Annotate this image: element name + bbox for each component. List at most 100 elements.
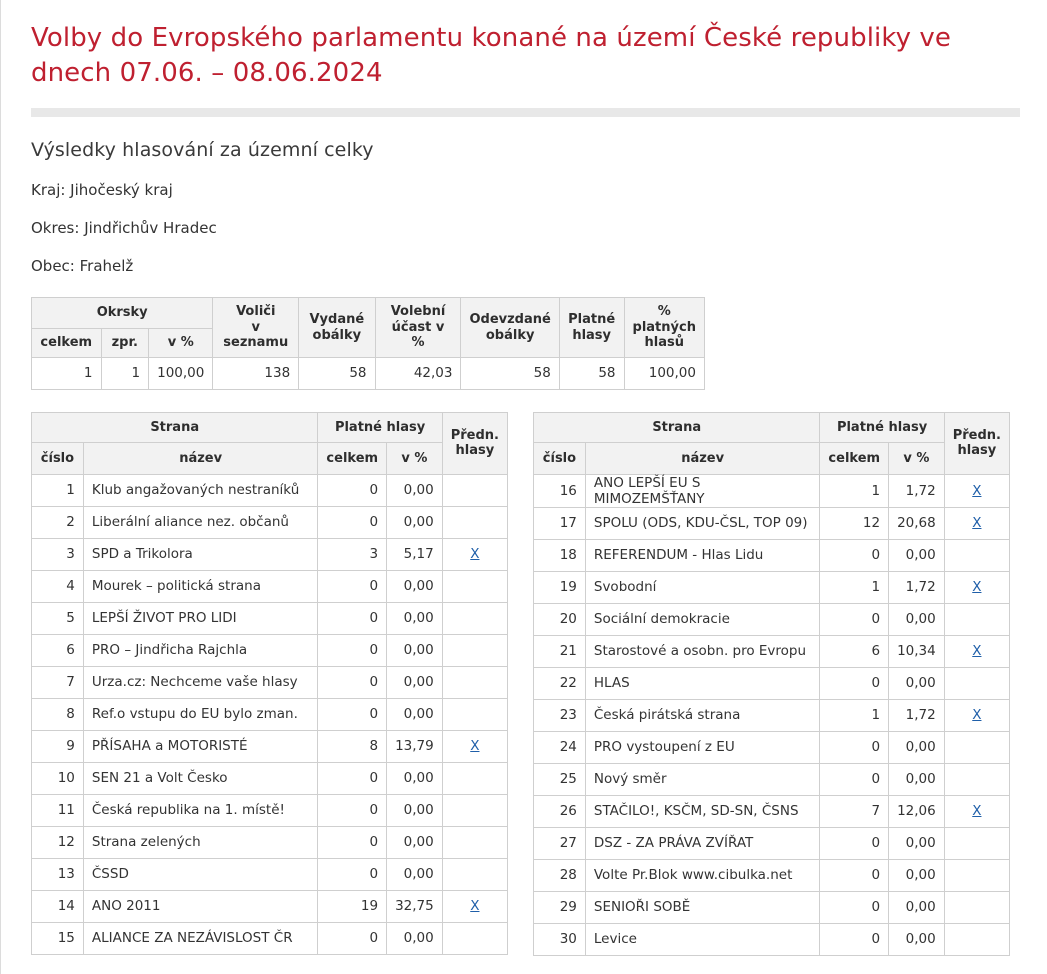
right-party-number: 27 bbox=[533, 826, 586, 860]
table-row: 19 Svobodní 1 1,72 X bbox=[533, 570, 1011, 604]
right-party-preferential-cell bbox=[943, 762, 1011, 796]
left-party-percent: 0,00 bbox=[386, 793, 443, 827]
summary-header-platne-hlasy: Platné hlasy bbox=[558, 297, 625, 358]
table-row: 26 STAČILO!, KSČM, SD-SN, ČSNS 7 12,06 X bbox=[533, 794, 1011, 828]
right-party-votes: 6 bbox=[819, 634, 890, 668]
party-results-table-left: Strana Platné hlasy Předn. hlasy číslo n… bbox=[30, 411, 509, 955]
preferential-votes-link[interactable]: X bbox=[972, 803, 982, 820]
left-party-votes: 19 bbox=[317, 889, 388, 923]
summary-okrsky-vpct: 100,00 bbox=[148, 356, 214, 390]
table-row: 10 SEN 21 a Volt Česko 0 0,00 bbox=[31, 761, 509, 795]
right-party-name: Nový směr bbox=[584, 762, 821, 796]
left-party-preferential-cell bbox=[441, 761, 509, 795]
summary-header-ucast-line2: účast v % bbox=[391, 319, 445, 351]
left-party-preferential-cell bbox=[441, 633, 509, 667]
right-party-percent: 0,00 bbox=[888, 922, 945, 956]
summary-header-volici: Voliči v seznamu bbox=[212, 297, 300, 358]
left-party-preferential-cell bbox=[441, 569, 509, 603]
party-tables-area: Strana Platné hlasy Předn. hlasy číslo n… bbox=[30, 390, 1027, 956]
left-party-preferential-cell bbox=[441, 793, 509, 827]
right-party-number: 23 bbox=[533, 698, 586, 732]
preferential-votes-link[interactable]: X bbox=[972, 482, 982, 499]
preferential-votes-link[interactable]: X bbox=[972, 515, 982, 532]
right-party-percent: 0,00 bbox=[888, 826, 945, 860]
preferential-votes-link[interactable]: X bbox=[470, 738, 480, 755]
left-header-cislo: číslo bbox=[31, 441, 84, 475]
table-row: 1 Klub angažovaných nestraníků 0 0,00 bbox=[31, 473, 509, 507]
left-party-number: 6 bbox=[31, 633, 84, 667]
preferential-votes-link[interactable]: X bbox=[972, 643, 982, 660]
left-party-percent: 0,00 bbox=[386, 697, 443, 731]
left-party-number: 8 bbox=[31, 697, 84, 731]
left-party-name: Urza.cz: Nechceme vaše hlasy bbox=[82, 665, 319, 699]
right-party-name: DSZ - ZA PRÁVA ZVÍŘAT bbox=[584, 826, 821, 860]
right-party-preferential-cell: X bbox=[943, 794, 1011, 828]
right-header-strana: Strana bbox=[532, 411, 821, 443]
preferential-votes-link[interactable]: X bbox=[972, 579, 982, 596]
left-party-name: ČSSD bbox=[82, 857, 319, 891]
left-party-percent: 0,00 bbox=[386, 601, 443, 635]
summary-header-platne-line1: Platné bbox=[568, 311, 616, 327]
table-row: 16 ANO LEPŠÍ EU S MIMOZEMŠŤANY 1 1,72 X bbox=[533, 473, 1011, 508]
right-party-number: 19 bbox=[533, 570, 586, 604]
left-party-name: LEPŠÍ ŽIVOT PRO LIDI bbox=[82, 601, 319, 635]
summary-odevzdane-obalky: 58 bbox=[460, 356, 560, 390]
preferential-votes-link[interactable]: X bbox=[470, 898, 480, 915]
left-party-number: 13 bbox=[31, 857, 84, 891]
right-party-name: PRO vystoupení z EU bbox=[584, 730, 821, 764]
summary-header-odevzdane-line1: Odevzdané bbox=[469, 311, 551, 327]
table-row: 2 Liberální aliance nez. občanů 0 0,00 bbox=[31, 505, 509, 539]
summary-header-odevzdane-line2: obálky bbox=[485, 327, 535, 343]
right-party-number: 17 bbox=[533, 506, 586, 540]
table-row: 20 Sociální demokracie 0 0,00 bbox=[533, 602, 1011, 636]
table-row: 25 Nový směr 0 0,00 bbox=[533, 762, 1011, 796]
left-party-number: 14 bbox=[31, 889, 84, 923]
summary-volici-v-seznamu: 138 bbox=[212, 356, 300, 390]
party-rows-left: 1 Klub angažovaných nestraníků 0 0,00 2 Liber… bbox=[31, 473, 509, 955]
left-party-votes: 0 bbox=[317, 633, 388, 667]
left-header-predn-line2: hlasy bbox=[455, 443, 495, 459]
right-party-name: Volte Pr.Blok www.cibulka.net bbox=[584, 858, 821, 892]
right-party-percent: 1,72 bbox=[888, 698, 945, 732]
right-header-nazev: název bbox=[584, 441, 821, 475]
right-party-votes: 0 bbox=[819, 890, 890, 924]
left-party-preferential-cell bbox=[441, 505, 509, 539]
left-party-votes: 3 bbox=[317, 537, 388, 571]
table-row: 8 Ref.o vstupu do EU bylo zman. 0 0,00 bbox=[31, 697, 509, 731]
left-party-votes: 0 bbox=[317, 601, 388, 635]
left-party-percent: 0,00 bbox=[386, 921, 443, 955]
summary-header-vydane-line1: Vydané bbox=[309, 311, 365, 327]
right-party-votes: 7 bbox=[819, 794, 890, 828]
summary-header-okrsky-vpct: v % bbox=[148, 327, 214, 358]
right-header-predn-line1: Předn. bbox=[952, 427, 1001, 443]
right-party-votes: 1 bbox=[819, 570, 890, 604]
left-party-percent: 0,00 bbox=[386, 665, 443, 699]
right-party-votes: 0 bbox=[819, 666, 890, 700]
right-party-votes: 0 bbox=[819, 538, 890, 572]
table-row: 3 SPD a Trikolora 3 5,17 X bbox=[31, 537, 509, 571]
table-row: 21 Starostové a osobn. pro Evropu 6 10,34 X bbox=[533, 634, 1011, 668]
right-party-number: 16 bbox=[533, 473, 586, 508]
right-party-preferential-cell bbox=[943, 666, 1011, 700]
summary-header-okrsky-celkem: celkem bbox=[31, 327, 102, 358]
left-party-votes: 0 bbox=[317, 505, 388, 539]
left-party-percent: 0,00 bbox=[386, 825, 443, 859]
summary-volebni-ucast: 42,03 bbox=[374, 356, 462, 390]
left-header-celkem: celkem bbox=[317, 441, 388, 475]
table-row: 5 LEPŠÍ ŽIVOT PRO LIDI 0 0,00 bbox=[31, 601, 509, 635]
left-party-preferential-cell: X bbox=[441, 729, 509, 763]
table-row: 14 ANO 2011 19 32,75 X bbox=[31, 889, 509, 923]
right-party-name: Česká pirátská strana bbox=[584, 698, 821, 732]
table-row: 30 Levice 0 0,00 bbox=[533, 922, 1011, 956]
table-row: 18 REFERENDUM - Hlas Lidu 0 0,00 bbox=[533, 538, 1011, 572]
right-header-predn-line2: hlasy bbox=[957, 443, 997, 459]
right-party-number: 20 bbox=[533, 602, 586, 636]
region-obec: Obec: Frahelž bbox=[31, 257, 134, 276]
summary-platne-hlasy: 58 bbox=[558, 356, 625, 390]
preferential-votes-link[interactable]: X bbox=[972, 707, 982, 724]
left-party-number: 9 bbox=[31, 729, 84, 763]
right-party-name: REFERENDUM - Hlas Lidu bbox=[584, 538, 821, 572]
preferential-votes-link[interactable]: X bbox=[470, 546, 480, 563]
right-header-vpct: v % bbox=[888, 441, 945, 475]
